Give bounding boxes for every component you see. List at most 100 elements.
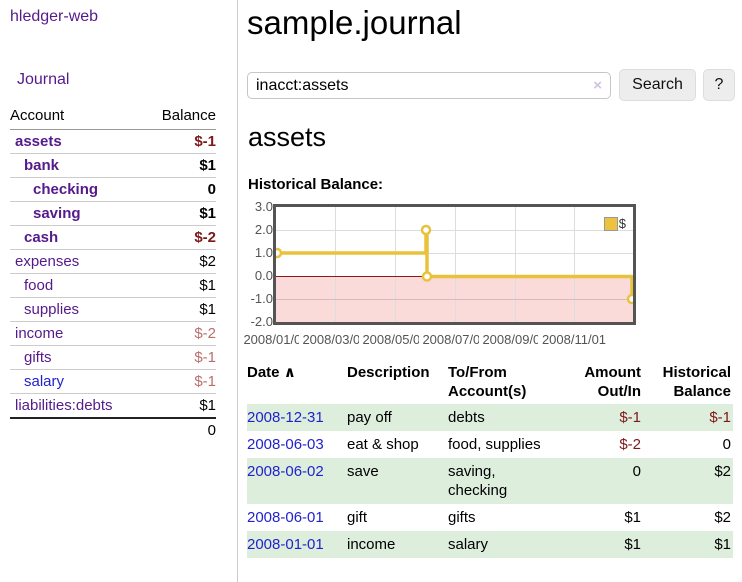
x-tick: 2008/07/01: [419, 332, 491, 347]
transaction-balance: $1: [714, 536, 731, 553]
chart-legend: $: [603, 215, 626, 232]
account-row-liabilities-debts: liabilities:debts $1: [10, 393, 216, 418]
account-link-food[interactable]: food: [24, 277, 54, 294]
x-tick: 2008/05/01: [359, 332, 431, 347]
transaction-balance: $-1: [709, 409, 731, 426]
transaction-date-link[interactable]: 2008-12-31: [247, 409, 324, 426]
account-row-income: income $-2: [10, 321, 216, 346]
account-row-assets: assets $-1: [10, 130, 216, 154]
transaction-accounts: saving, checking: [448, 463, 508, 499]
transaction-description: eat & shop: [347, 436, 419, 453]
account-row-saving: saving $1: [10, 201, 216, 226]
account-balance: $1: [144, 393, 216, 418]
account-link-salary[interactable]: salary: [24, 373, 65, 390]
account-row-expenses: expenses $2: [10, 249, 216, 274]
account-balance: $-1: [144, 369, 216, 394]
register-header-account[interactable]: To/From Account(s): [448, 364, 527, 400]
y-tick: 2.0: [254, 222, 273, 237]
account-link-cash[interactable]: cash: [24, 229, 59, 246]
register-header-balance[interactable]: Historical Balance: [662, 364, 731, 400]
transaction-description: gift: [347, 509, 368, 526]
transaction-date-link[interactable]: 2008-06-03: [247, 436, 324, 453]
sidebar-divider: [237, 0, 238, 582]
account-link-liabilities-debts[interactable]: liabilities:debts: [15, 397, 113, 414]
accounts-header-account: Account: [10, 103, 145, 130]
help-button[interactable]: ?: [703, 69, 735, 101]
data-point: [626, 293, 633, 305]
accounts-table: Account Balance assets $-1 bank $1 check…: [10, 103, 216, 442]
account-balance: $2: [144, 249, 216, 274]
transaction-amount: $1: [624, 536, 641, 553]
search-box: ×: [247, 72, 611, 99]
y-tick: 3.0: [254, 199, 273, 214]
y-tick: 0.0: [254, 268, 273, 283]
account-balance: $-1: [144, 345, 216, 370]
register-row: 2008-06-03 eat & shop food, supplies $-2…: [247, 431, 733, 458]
x-tick: 2008/01/01: [240, 332, 312, 347]
account-link-saving[interactable]: saving: [33, 205, 81, 222]
transaction-balance: 0: [722, 436, 731, 453]
register-table: Date ∧ Description To/From Account(s) Am…: [247, 360, 733, 558]
account-link-supplies[interactable]: supplies: [24, 301, 80, 318]
register-header-row: Date ∧ Description To/From Account(s) Am…: [247, 360, 733, 404]
transaction-date-link[interactable]: 2008-06-02: [247, 463, 324, 480]
transaction-accounts: salary: [448, 536, 489, 553]
page-title: sample.journal: [247, 4, 462, 41]
account-row-cash: cash $-2: [10, 225, 216, 250]
legend-swatch-icon: [603, 216, 618, 231]
data-point: [276, 247, 283, 259]
register-header-description[interactable]: Description: [347, 364, 430, 381]
legend-label: $: [618, 216, 626, 232]
transaction-accounts: debts: [448, 409, 485, 426]
search-button[interactable]: Search: [619, 69, 696, 101]
historical-balance-chart: 3.0 2.0 1.0 0.0 -1.0 -2.0: [240, 199, 687, 350]
sidebar-item-journal[interactable]: Journal: [17, 71, 70, 88]
account-link-checking[interactable]: checking: [33, 181, 99, 198]
register-row: 2008-06-01 gift gifts $1 $2: [247, 504, 733, 531]
x-tick: 2008/09/01: [479, 332, 551, 347]
register-header-date[interactable]: Date ∧: [247, 364, 296, 381]
account-heading: assets: [248, 122, 327, 152]
account-balance: $1: [144, 273, 216, 298]
register-row: 2008-12-31 pay off debts $-1 $-1: [247, 404, 733, 431]
accounts-header-row: Account Balance: [10, 103, 216, 130]
search-input[interactable]: [256, 76, 586, 95]
accounts-header-balance: Balance: [144, 103, 216, 130]
data-point: [420, 224, 432, 236]
account-row-food: food $1: [10, 273, 216, 298]
account-link-expenses[interactable]: expenses: [15, 253, 80, 270]
account-balance: $1: [144, 201, 216, 226]
account-balance: $1: [144, 153, 216, 178]
transaction-description: income: [347, 536, 396, 553]
transaction-balance: $2: [714, 463, 731, 480]
transaction-accounts: gifts: [448, 509, 476, 526]
register-row: 2008-06-02 save saving, checking 0 $2: [247, 458, 733, 504]
clear-search-icon[interactable]: ×: [593, 77, 602, 94]
x-tick: 2008/03/01: [299, 332, 371, 347]
account-link-gifts[interactable]: gifts: [24, 349, 52, 366]
app-title-link[interactable]: hledger-web: [10, 8, 99, 25]
account-balance: 0: [144, 177, 216, 202]
account-row-salary: salary $-1: [10, 369, 216, 394]
account-balance: $1: [144, 297, 216, 322]
accounts-total-row: 0: [10, 417, 216, 442]
transaction-description: save: [347, 463, 379, 480]
account-link-income[interactable]: income: [15, 325, 64, 342]
transaction-date-link[interactable]: 2008-06-01: [247, 509, 324, 526]
accounts-total-value: 0: [144, 417, 216, 442]
y-tick: -1.0: [250, 291, 273, 306]
chart-title: Historical Balance:: [248, 176, 384, 193]
account-link-assets[interactable]: assets: [15, 133, 62, 150]
account-link-bank[interactable]: bank: [24, 157, 60, 174]
y-tick: 1.0: [254, 245, 273, 260]
transaction-amount: $-1: [619, 409, 641, 426]
register-header-amount[interactable]: Amount Out/In: [584, 364, 641, 400]
transaction-amount: $1: [624, 509, 641, 526]
account-row-bank: bank $1: [10, 153, 216, 178]
account-balance: $-2: [144, 321, 216, 346]
x-tick: 2008/11/01: [538, 332, 610, 347]
transaction-date-link[interactable]: 2008-01-01: [247, 536, 324, 553]
transaction-amount: $-2: [619, 436, 641, 453]
sort-ascending-icon: ∧: [283, 364, 296, 381]
